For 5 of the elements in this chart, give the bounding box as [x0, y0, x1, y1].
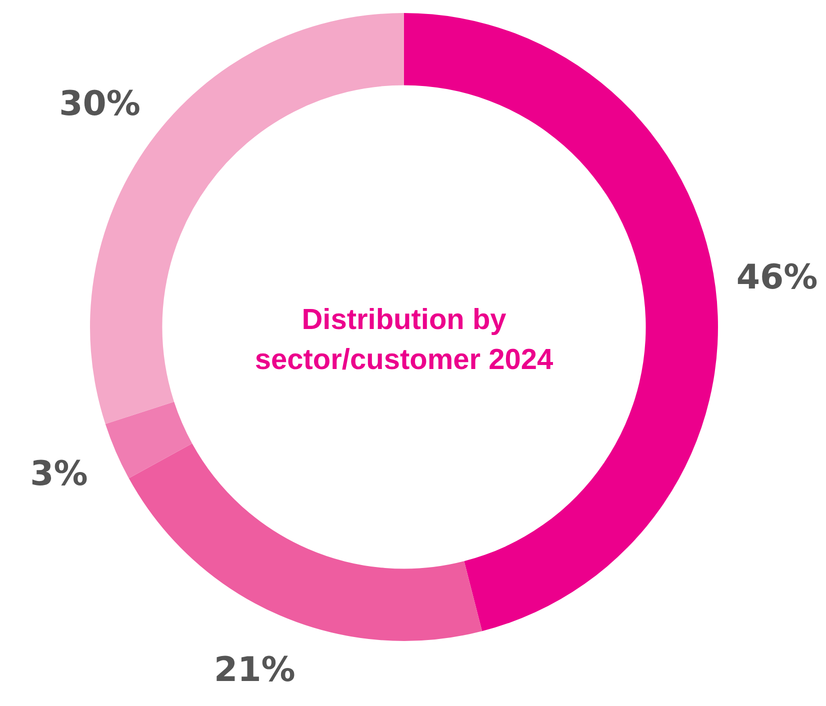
- text: Distribution by sector/customer 2024: [254, 303, 554, 378]
- data-label: 3%: [30, 454, 88, 494]
- data-label: 46%: [736, 258, 818, 298]
- data-label: 30%: [59, 84, 141, 124]
- data-label: 21%: [214, 650, 296, 690]
